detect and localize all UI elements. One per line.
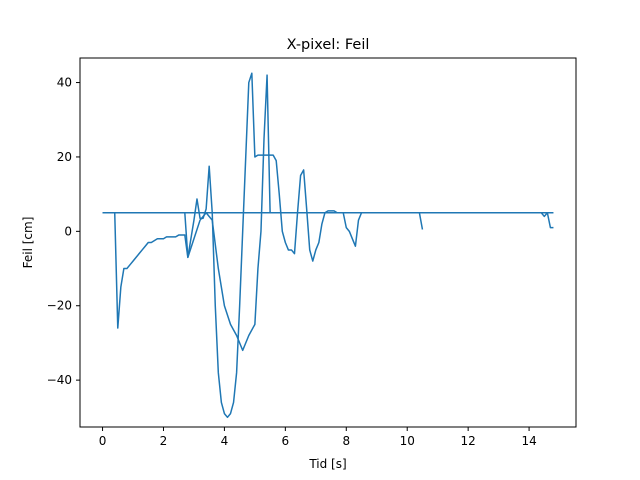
y-tick-label-3: 20: [57, 150, 72, 164]
axes-frame: [79, 57, 577, 428]
y-tick-label-0: −40: [47, 373, 72, 387]
x-tick-label-2: 4: [221, 434, 229, 448]
x-tick-label-4: 8: [342, 434, 350, 448]
y-tick-label-1: −20: [47, 299, 72, 313]
x-tick-label-6: 12: [461, 434, 476, 448]
y-tick-label-4: 40: [57, 76, 72, 90]
y-axis-label: Feil [cm]: [21, 217, 35, 269]
axis-ticks: 0 2 4 6 8 10 12 14 −40 −20 0 20 40: [47, 76, 537, 448]
x-tick-label-1: 2: [160, 434, 168, 448]
chart-title: X-pixel: Feil: [287, 37, 370, 53]
x-tick-label-0: 0: [99, 434, 107, 448]
x-tick-label-5: 10: [400, 434, 415, 448]
x-tick-label-3: 6: [282, 434, 290, 448]
y-tick-label-2: 0: [64, 224, 72, 238]
x-tick-label-7: 14: [521, 434, 536, 448]
plot-area: [102, 72, 554, 419]
x-axis-label: Tid [s]: [308, 457, 346, 471]
